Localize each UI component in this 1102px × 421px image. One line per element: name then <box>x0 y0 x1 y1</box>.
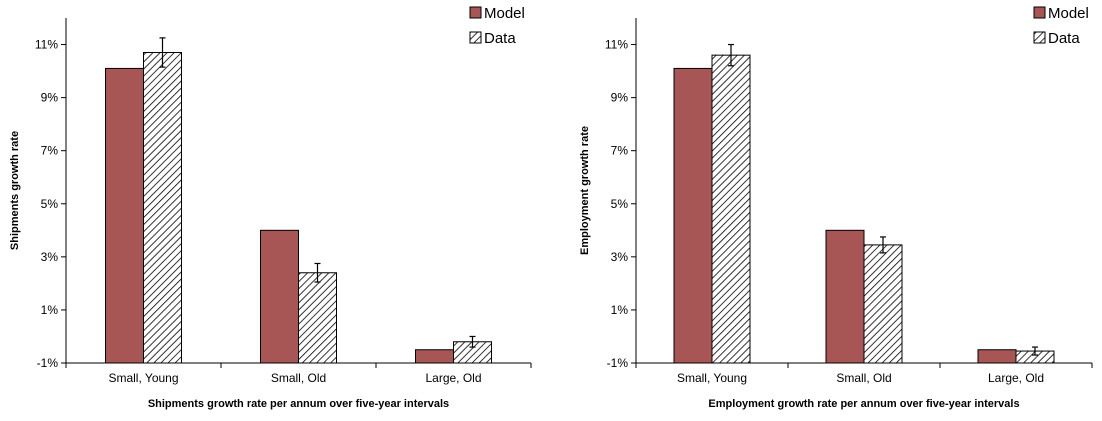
y-tick-label: 7% <box>41 144 59 158</box>
bar-model <box>977 349 1017 364</box>
shipments-x-axis-label: Shipments growth rate per annum over fiv… <box>148 398 449 410</box>
shipments-axes <box>65 18 531 364</box>
employment-y-axis-label: Employment growth rate <box>579 126 591 255</box>
x-tick-label: Small, Young <box>108 371 178 385</box>
y-tick-label: 3% <box>611 250 629 264</box>
bar-data <box>863 244 903 364</box>
legend-data-swatch <box>469 31 482 44</box>
shipments-legend: Model Data <box>469 5 525 47</box>
bar-data <box>711 54 751 364</box>
legend-model-label: Model <box>484 5 525 22</box>
employment-bars <box>673 54 1055 364</box>
shipments-y-axis-label: Shipments growth rate <box>9 131 21 250</box>
shipments-x-ticks: Small, Young Small, Old Large, Old <box>65 363 532 385</box>
y-tick-label: 11% <box>605 38 628 52</box>
y-tick-label: 7% <box>611 144 629 158</box>
employment-x-ticks: Small, Young Small, Old Large, Old <box>635 363 1093 385</box>
x-tick-label: Small, Old <box>271 371 326 385</box>
y-tick-label: -1% <box>37 356 59 370</box>
bar-model <box>673 67 713 364</box>
bar-model <box>415 349 454 364</box>
y-tick-label: 5% <box>41 197 59 211</box>
employment-legend: Model Data <box>1033 5 1089 47</box>
x-tick-label: Small, Old <box>836 371 891 385</box>
x-tick-label: Large, Old <box>988 371 1044 385</box>
y-tick-label: -1% <box>607 356 629 370</box>
y-tick-label: 9% <box>41 91 59 105</box>
y-tick-label: 5% <box>611 197 629 211</box>
legend-model-swatch <box>469 6 482 19</box>
legend-data-swatch <box>1033 31 1046 44</box>
legend-model-swatch <box>1033 6 1046 19</box>
employment-error-bars <box>728 43 1038 356</box>
y-tick-label: 1% <box>611 303 629 317</box>
employment-chart: -1% 1% 3% 5% 7% 9% 11% Small, Young Small, Old L… <box>579 5 1093 410</box>
legend-model-label: Model <box>1048 5 1089 22</box>
y-tick-label: 9% <box>611 91 629 105</box>
shipments-bars <box>105 52 492 364</box>
bar-model <box>260 229 299 364</box>
legend-data-label: Data <box>484 30 516 47</box>
x-tick-label: Large, Old <box>425 371 481 385</box>
bar-model <box>825 229 865 364</box>
y-tick-label: 1% <box>41 303 59 317</box>
shipments-chart: -1% 1% 3% 5% 7% 9% 11% Small, Young Small, Old L… <box>9 5 532 410</box>
bar-data <box>298 272 337 364</box>
y-tick-label: 3% <box>41 250 59 264</box>
bar-data <box>143 52 182 364</box>
bar-model <box>105 67 144 364</box>
legend-data-label: Data <box>1048 30 1080 47</box>
employment-x-axis-label: Employment growth rate per annum over fi… <box>708 398 1019 410</box>
employment-axes <box>635 18 1092 364</box>
x-tick-label: Small, Young <box>677 371 747 385</box>
shipments-error-bars <box>159 37 476 348</box>
employment-y-ticks: -1% 1% 3% 5% 7% 9% 11% <box>605 38 636 370</box>
shipments-y-ticks: -1% 1% 3% 5% 7% 9% 11% <box>35 38 66 370</box>
y-tick-label: 11% <box>35 38 58 52</box>
